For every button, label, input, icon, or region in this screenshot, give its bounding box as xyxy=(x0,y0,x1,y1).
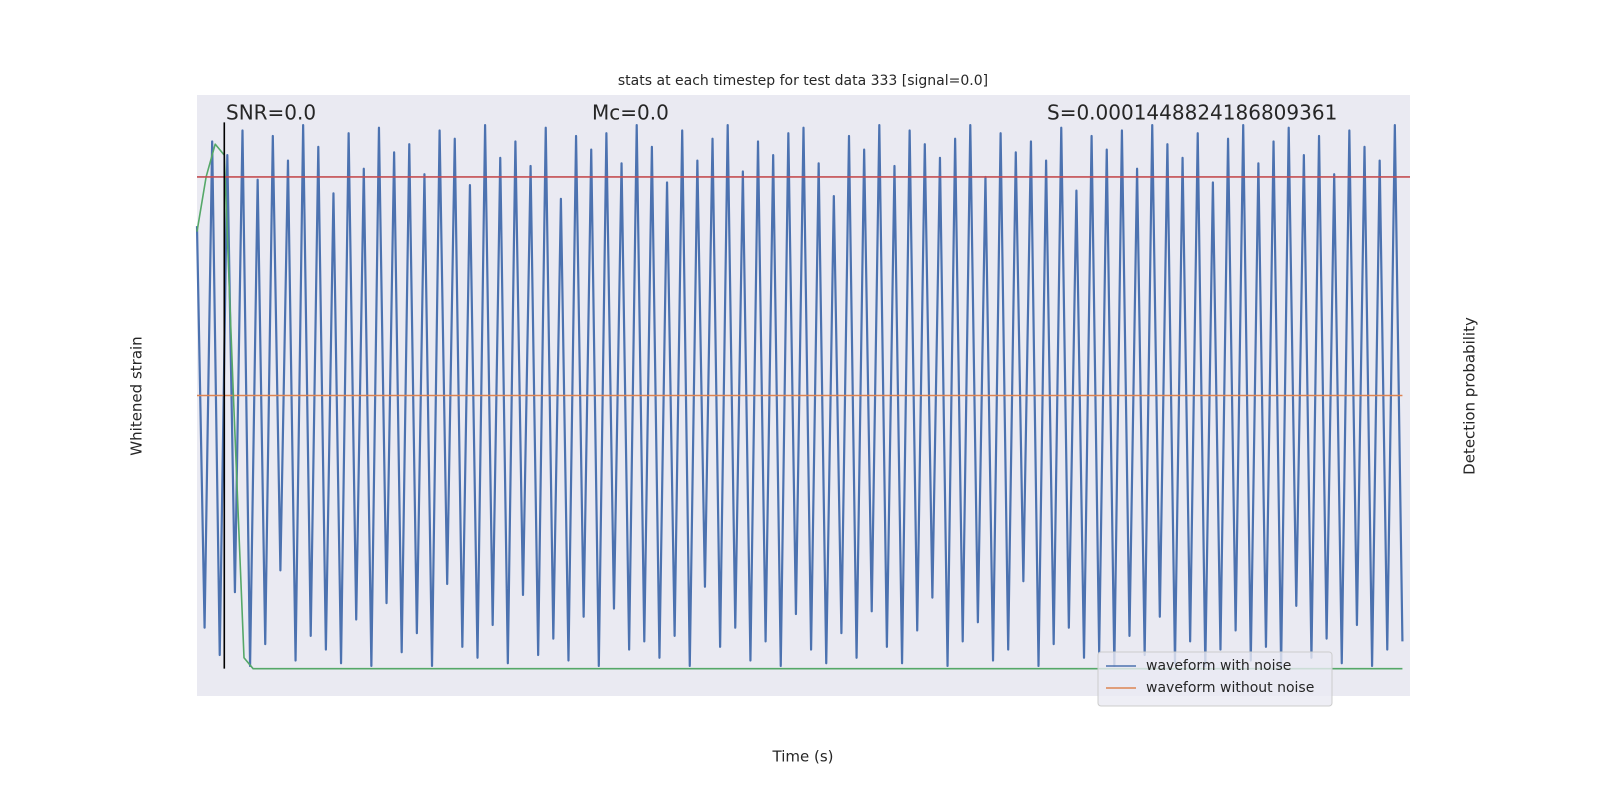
y-axis-label: Whitened strain xyxy=(128,336,146,455)
legend-label: waveform with noise xyxy=(1146,658,1291,674)
annotation: S=0.0001448824186809361 xyxy=(1047,101,1337,125)
annotation: SNR=0.0 xyxy=(226,101,316,125)
legend-label: waveform without noise xyxy=(1146,680,1314,696)
x-axis-label: Time (s) xyxy=(772,748,834,766)
legend-box xyxy=(1097,651,1333,707)
series-line xyxy=(196,143,1403,670)
chart-title: stats at each timestep for test data 333… xyxy=(618,73,988,89)
annotation: Mc=0.0 xyxy=(592,101,669,125)
series-line xyxy=(195,123,1404,668)
y2-axis-label: Detection probability xyxy=(1461,317,1479,475)
